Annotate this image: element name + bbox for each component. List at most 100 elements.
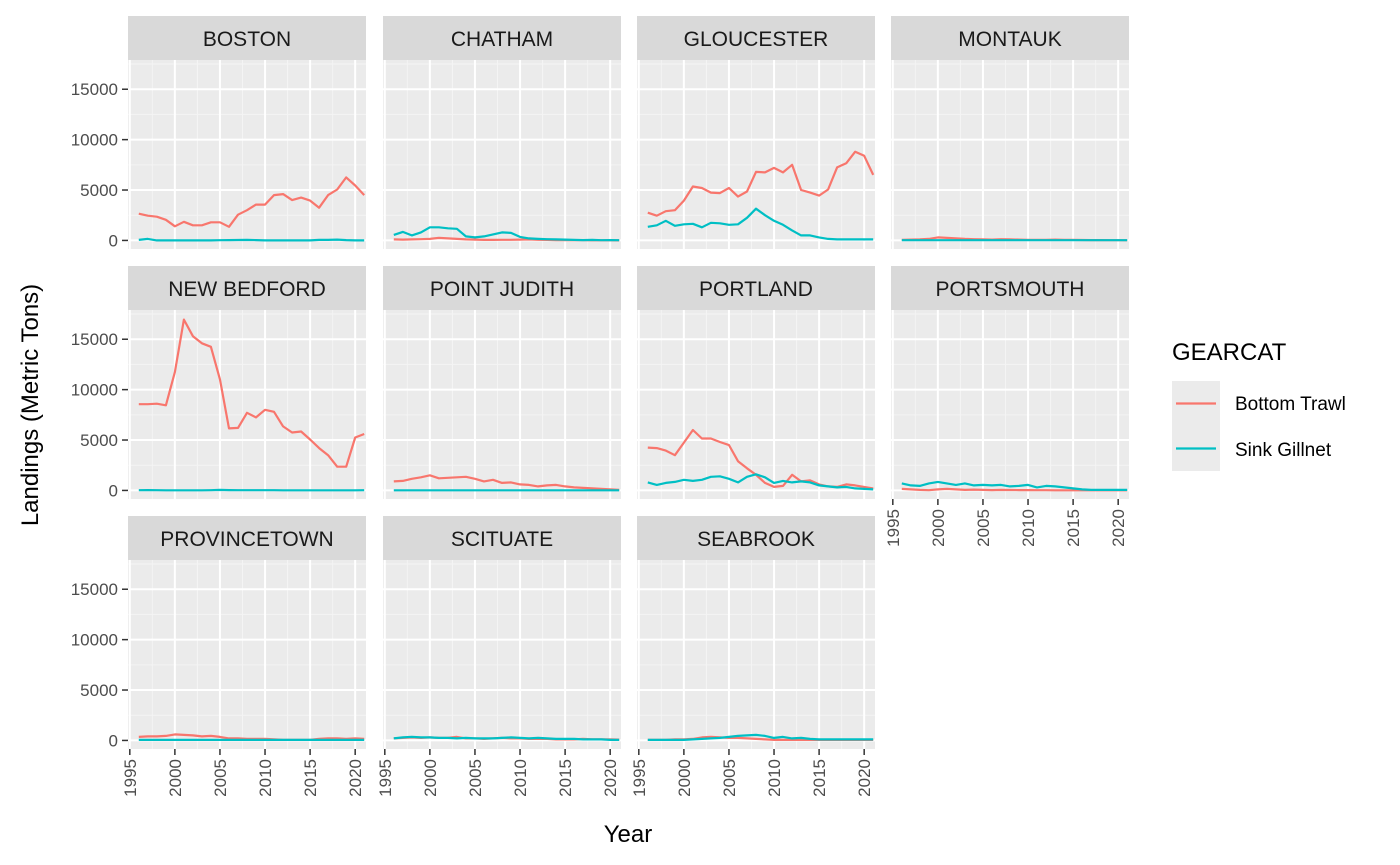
x-tick-label: 2005: [466, 759, 485, 797]
facet-panels: BOSTON CHATHAM GLOUCESTER MONTAUK NEW BEDFOR…: [128, 16, 1129, 749]
series-line-sink-gillnet: [138, 237, 365, 242]
x-tick-label: 2005: [974, 509, 993, 547]
x-tick-label: 1995: [630, 759, 649, 797]
series-line-sink-gillnet: [647, 733, 874, 742]
panel-background: [891, 60, 1129, 249]
series-line-sink-gillnet: [393, 226, 620, 242]
facet-panel-chatham: CHATHAM: [383, 16, 621, 249]
y-tick-label: 0: [109, 231, 118, 250]
facet-panel-provincetown: PROVINCETOWN: [128, 516, 366, 749]
facet-strip: [637, 16, 875, 60]
y-tick-label: 15000: [71, 80, 118, 99]
y-tick-label: 15000: [71, 330, 118, 349]
facet-strip-label: GLOUCESTER: [684, 28, 829, 51]
x-tick-label: 1995: [121, 759, 140, 797]
series-line-sink-gillnet: [901, 480, 1128, 491]
legend-label-bottom-trawl: Bottom Trawl: [1235, 394, 1346, 415]
x-tick-label: 2005: [720, 759, 739, 797]
facet-panel-point-judith: POINT JUDITH: [383, 266, 621, 499]
facet-strip-label: PROVINCETOWN: [160, 528, 333, 551]
x-tick-label: 2015: [556, 759, 575, 797]
x-tick-label: 2015: [301, 759, 320, 797]
facet-strip: [383, 516, 621, 560]
facet-strip-label: NEW BEDFORD: [168, 278, 326, 301]
x-tick-label: 2000: [929, 509, 948, 547]
facet-panel-seabrook: SEABROOK: [637, 516, 875, 749]
y-tick-label: 15000: [71, 580, 118, 599]
y-axis-title: Landings (Metric Tons): [17, 284, 44, 526]
facet-strip: [128, 516, 366, 560]
legend-title: GEARCAT: [1172, 339, 1287, 366]
panel-background: [128, 560, 366, 749]
panel-background: [383, 310, 621, 499]
series-line-sink-gillnet: [393, 735, 620, 742]
x-tick-label: 2020: [1109, 509, 1128, 547]
legend: GEARCAT Bottom Trawl Sink Gillnet: [1172, 339, 1346, 471]
x-tick-label: 2020: [601, 759, 620, 797]
facet-strip: [383, 266, 621, 310]
series-line-sink-gillnet: [647, 207, 874, 241]
facet-panel-boston: BOSTON: [128, 16, 366, 249]
facet-strip-label: POINT JUDITH: [430, 278, 574, 301]
facet-strip: [383, 16, 621, 60]
facet-strip-label: BOSTON: [203, 28, 291, 51]
panel-background: [891, 310, 1129, 499]
x-tick-label: 2020: [346, 759, 365, 797]
legend-label-sink-gillnet: Sink Gillnet: [1235, 440, 1332, 461]
y-tick-label: 10000: [71, 131, 118, 150]
facet-strip: [128, 16, 366, 60]
y-tick-label: 0: [109, 481, 118, 500]
y-tick-label: 0: [109, 731, 118, 750]
panel-background: [637, 310, 875, 499]
panel-background: [637, 60, 875, 249]
series-line-bottom-trawl: [138, 176, 366, 228]
y-tick-label: 10000: [71, 631, 118, 650]
panel-background: [383, 60, 621, 249]
facet-panel-new-bedford: NEW BEDFORD: [128, 266, 366, 499]
x-tick-label: 2000: [421, 759, 440, 797]
facet-panel-gloucester: GLOUCESTER: [637, 16, 875, 249]
facet-panel-scituate: SCITUATE: [383, 516, 621, 749]
x-tick-label: 2000: [166, 759, 185, 797]
facet-strip-label: SCITUATE: [451, 528, 553, 551]
facet-strip: [128, 266, 366, 310]
panel-background: [128, 310, 366, 499]
facet-strip-label: CHATHAM: [451, 28, 553, 51]
facet-panel-montauk: MONTAUK: [891, 16, 1129, 249]
panel-background: [383, 560, 621, 749]
facet-panel-portland: PORTLAND: [637, 266, 875, 499]
series-line-sink-gillnet: [647, 473, 874, 491]
facet-strip: [891, 266, 1129, 310]
facet-strip-label: MONTAUK: [958, 28, 1061, 51]
facet-strip: [637, 266, 875, 310]
facet-strip: [637, 516, 875, 560]
x-tick-label: 2010: [256, 759, 275, 797]
y-tick-label: 5000: [80, 181, 118, 200]
x-tick-label: 2010: [765, 759, 784, 797]
x-tick-label: 2000: [675, 759, 694, 797]
facet-strip-label: SEABROOK: [697, 528, 815, 551]
series-line-bottom-trawl: [647, 150, 875, 217]
panel-background: [128, 60, 366, 249]
x-tick-label: 2020: [855, 759, 874, 797]
facet-strip-label: PORTLAND: [699, 278, 813, 301]
series-line-bottom-trawl: [393, 474, 620, 491]
x-tick-label: 1995: [376, 759, 395, 797]
x-tick-label: 2010: [511, 759, 530, 797]
x-tick-label: 1995: [884, 509, 903, 547]
x-tick-label: 2015: [810, 759, 829, 797]
facet-axes: 0 5000 10000 15000 0 5000 10000 15000 1995 2000 20…: [71, 80, 1128, 797]
facet-strip-label: PORTSMOUTH: [936, 278, 1085, 301]
series-line-bottom-trawl: [138, 318, 365, 468]
y-tick-label: 5000: [80, 681, 118, 700]
panel-background: [637, 560, 875, 749]
x-tick-label: 2010: [1019, 509, 1038, 547]
facet-panel-portsmouth: PORTSMOUTH: [891, 266, 1129, 499]
x-axis-title: Year: [604, 821, 653, 848]
y-tick-label: 5000: [80, 431, 118, 450]
x-tick-label: 2005: [211, 759, 230, 797]
y-tick-label: 10000: [71, 381, 118, 400]
facet-strip: [891, 16, 1129, 60]
x-tick-label: 2015: [1064, 509, 1083, 547]
